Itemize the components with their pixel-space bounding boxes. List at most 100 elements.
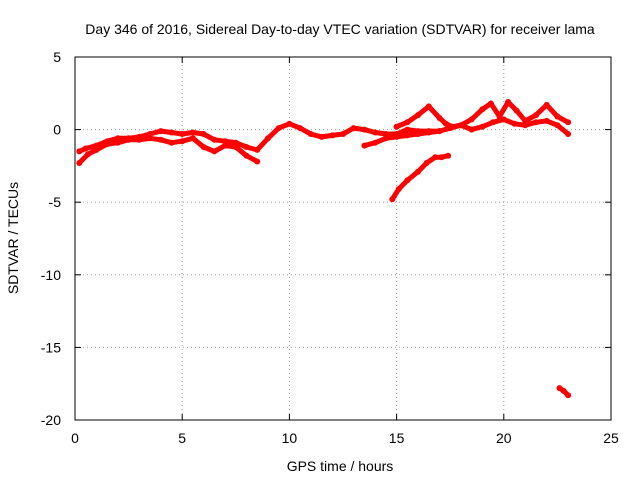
data-point: [447, 125, 454, 132]
data-point: [393, 123, 400, 130]
data-point: [533, 119, 539, 126]
data-point: [329, 132, 336, 139]
data-point: [468, 116, 475, 123]
data-point: [404, 126, 411, 133]
y-tick-label: -10: [41, 267, 61, 283]
data-point: [393, 133, 400, 140]
data-point: [389, 196, 396, 203]
data-point: [445, 152, 452, 159]
data-point: [404, 119, 411, 126]
y-tick-label: -15: [41, 339, 61, 355]
data-point: [200, 131, 207, 137]
data-point: [511, 120, 518, 127]
data-point: [425, 103, 432, 110]
data-point: [200, 144, 207, 150]
chart-title: Day 346 of 2016, Sidereal Day-to-day VTE…: [85, 21, 595, 37]
data-point: [93, 146, 100, 153]
data-point: [565, 119, 572, 126]
data-point: [442, 120, 449, 127]
series-6: [556, 385, 572, 399]
y-tick-label: -5: [49, 194, 62, 210]
data-point: [372, 139, 379, 146]
data-point: [423, 160, 430, 166]
data-point: [265, 135, 271, 142]
data-point: [382, 131, 389, 137]
data-point: [297, 125, 304, 132]
x-tick-label: 5: [178, 430, 186, 446]
data-point: [479, 123, 486, 130]
data-point: [415, 112, 421, 119]
data-point: [350, 125, 357, 132]
data-point: [340, 131, 346, 137]
data-point: [505, 99, 512, 105]
data-point: [556, 385, 563, 392]
data-point: [211, 148, 218, 155]
data-point: [404, 177, 411, 184]
data-point: [490, 119, 497, 126]
data-point: [243, 144, 250, 150]
data-point: [157, 136, 164, 143]
data-point: [232, 144, 239, 150]
series-3: [393, 99, 572, 130]
data-point: [395, 186, 402, 193]
data-point: [554, 122, 561, 129]
data-series: [76, 99, 572, 399]
data-point: [168, 129, 175, 136]
data-point: [254, 158, 261, 165]
data-point: [136, 136, 143, 143]
data-point: [565, 392, 572, 399]
data-point: [513, 107, 520, 114]
data-point: [76, 160, 83, 166]
data-point: [147, 135, 153, 142]
data-point: [457, 122, 464, 129]
data-point: [168, 139, 175, 146]
series-5: [389, 152, 452, 203]
data-point: [565, 131, 572, 137]
data-point: [543, 117, 550, 124]
y-tick-label: 5: [53, 49, 61, 65]
data-point: [84, 151, 91, 158]
data-point: [222, 138, 229, 145]
data-point: [372, 129, 379, 136]
data-point: [500, 116, 507, 123]
data-point: [361, 142, 368, 149]
data-point: [554, 113, 561, 120]
x-axis-label: GPS time / hours: [287, 458, 394, 474]
x-tick-label: 25: [603, 430, 619, 446]
data-point: [82, 145, 89, 152]
data-point: [404, 132, 411, 139]
data-point: [275, 125, 282, 132]
data-point: [425, 129, 432, 136]
plot-border: [74, 56, 612, 421]
data-point: [487, 100, 494, 107]
data-point: [468, 126, 475, 133]
x-tick-label: 15: [389, 430, 405, 446]
data-point: [189, 129, 196, 136]
data-point: [415, 168, 421, 175]
data-point: [76, 148, 83, 155]
data-point: [307, 131, 314, 137]
data-point: [232, 139, 239, 146]
x-tick-label: 0: [71, 430, 79, 446]
data-point: [254, 146, 261, 153]
y-axis-label: SDTVAR / TECUs: [5, 182, 21, 294]
data-point: [318, 133, 325, 140]
data-point: [211, 136, 218, 143]
data-point: [415, 131, 421, 137]
data-point: [560, 388, 567, 394]
data-point: [125, 136, 132, 143]
data-point: [189, 135, 196, 142]
series-2: [76, 135, 261, 166]
data-point: [543, 101, 550, 108]
data-point: [382, 135, 389, 142]
axis-ticks: 0 5 10 15 20 25 5 0 -5 -10 -15 -20: [41, 49, 619, 446]
data-point: [179, 138, 186, 145]
data-point: [114, 139, 121, 146]
data-point: [222, 142, 229, 149]
data-point: [436, 128, 443, 135]
series-4: [361, 116, 572, 149]
data-point: [286, 120, 293, 127]
y-tick-label: 0: [53, 122, 61, 138]
